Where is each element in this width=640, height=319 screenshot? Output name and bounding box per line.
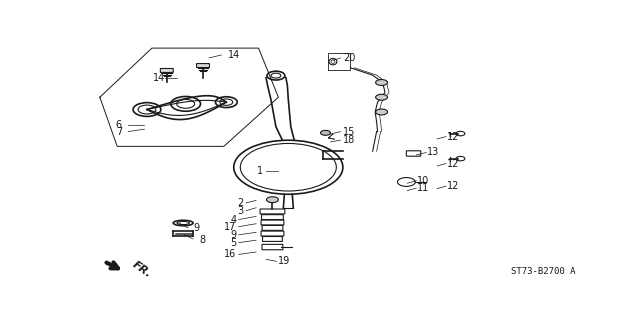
- Text: 14: 14: [154, 73, 166, 83]
- Text: 17: 17: [224, 222, 236, 233]
- Text: 4: 4: [230, 215, 236, 225]
- Text: 12: 12: [447, 131, 460, 142]
- Text: 15: 15: [343, 127, 355, 137]
- Text: 10: 10: [417, 176, 429, 186]
- Text: 8: 8: [199, 235, 205, 245]
- Text: 9: 9: [193, 223, 199, 233]
- Text: 12: 12: [447, 159, 460, 168]
- Text: 14: 14: [228, 50, 240, 60]
- Text: 18: 18: [343, 135, 355, 145]
- Text: ST73-B2700 A: ST73-B2700 A: [511, 267, 575, 276]
- FancyBboxPatch shape: [161, 69, 173, 72]
- Text: 9: 9: [230, 230, 236, 240]
- Circle shape: [266, 197, 278, 203]
- Text: 2: 2: [237, 198, 244, 208]
- Text: 12: 12: [447, 181, 460, 191]
- FancyBboxPatch shape: [196, 63, 209, 68]
- Text: 7: 7: [116, 127, 122, 137]
- Text: 5: 5: [230, 238, 236, 248]
- Text: FR.: FR.: [131, 260, 154, 280]
- Circle shape: [376, 94, 388, 100]
- Text: 13: 13: [428, 147, 440, 158]
- Text: 11: 11: [417, 183, 429, 193]
- Text: 6: 6: [116, 120, 122, 130]
- Circle shape: [376, 109, 388, 115]
- Text: 3: 3: [237, 206, 244, 216]
- Text: 20: 20: [343, 53, 355, 63]
- Text: 16: 16: [224, 249, 236, 259]
- Circle shape: [376, 79, 388, 85]
- Text: 1: 1: [257, 166, 264, 176]
- Circle shape: [321, 130, 330, 135]
- Text: 19: 19: [278, 256, 291, 266]
